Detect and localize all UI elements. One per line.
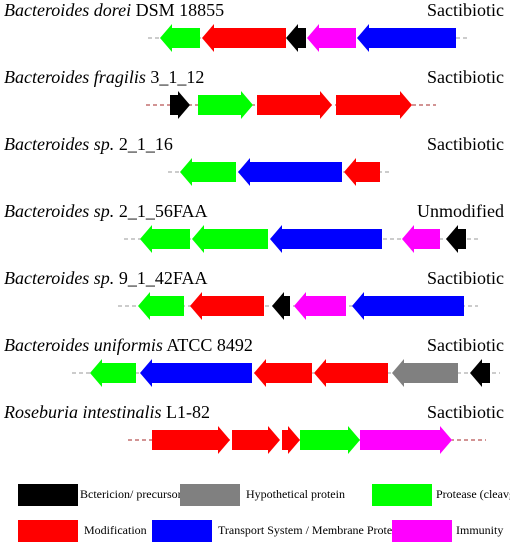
gene-arrow [254, 359, 312, 387]
legend-item-hypothetical: Hypothetical protein [180, 484, 345, 506]
gene-arrow [232, 426, 280, 454]
legend-label: Transport System / Membrane Proteins [218, 523, 407, 537]
cluster-type: Sactibiotic [427, 335, 504, 355]
gene-arrow [270, 225, 382, 253]
strain-name: 9_1_42FAA [114, 268, 208, 288]
gene-arrow [272, 292, 290, 320]
legend-item-immunity: Immunity [392, 520, 508, 542]
gene-arrow [344, 158, 380, 186]
cluster-row-2: Bacteroides fragilis 3_1_12 Sactibiotic [0, 67, 510, 137]
legend-swatch [18, 484, 78, 506]
species-name: Bacteroides sp. [4, 134, 115, 154]
cluster-type: Sactibiotic [427, 134, 504, 154]
legend-swatch [180, 484, 240, 506]
cluster-type: Unmodified [417, 201, 504, 221]
gene-arrow [238, 158, 342, 186]
strain-name: 2_1_56FAA [114, 201, 208, 221]
strain-name: DSM 18855 [131, 0, 225, 20]
gene-arrow [202, 24, 286, 52]
cluster-row-4: Bacteroides sp. 2_1_56FAA Unmodified [0, 201, 510, 271]
legend-item-modification: Modification [18, 520, 168, 542]
gene-arrow [192, 225, 268, 253]
strain-name: L1-82 [161, 402, 210, 422]
legend-item-precursor: Bctericion/ precursor peptide [18, 484, 220, 506]
gene-arrow [90, 359, 136, 387]
cluster-row-1: Bacteroides dorei DSM 18855 Sactibiotic [0, 0, 510, 70]
gene-arrow [140, 359, 252, 387]
gene-track [168, 158, 392, 186]
legend-label: Hypothetical protein [246, 487, 345, 501]
gene-arrow [282, 426, 300, 454]
species-name: Bacteroides uniformis [4, 335, 163, 355]
cluster-row-6: Bacteroides uniformis ATCC 8492 Sactibio… [0, 335, 510, 405]
legend: Bctericion/ precursor peptide Hypothetic… [0, 478, 510, 546]
gene-track [128, 426, 486, 454]
strain-name: 2_1_16 [114, 134, 173, 154]
gene-arrow [360, 426, 452, 454]
cluster-label: Bacteroides sp. 9_1_42FAA [4, 268, 208, 289]
gene-arrow [152, 426, 230, 454]
gene-track [118, 292, 478, 320]
cluster-type: Sactibiotic [427, 0, 504, 20]
species-name: Roseburia intestinalis [4, 402, 162, 422]
cluster-row-3: Bacteroides sp. 2_1_16 Sactibiotic [0, 134, 510, 204]
gene-arrow [352, 292, 464, 320]
cluster-label: Bacteroides fragilis 3_1_12 [4, 67, 204, 88]
species-name: Bacteroides sp. [4, 201, 115, 221]
gene-arrow [257, 91, 332, 119]
cluster-row-5: Bacteroides sp. 9_1_42FAA Sactibiotic [0, 268, 510, 338]
gene-track [72, 359, 500, 387]
gene-arrow [314, 359, 388, 387]
gene-arrow [286, 24, 306, 52]
gene-arrow [446, 225, 466, 253]
gene-arrow [402, 225, 440, 253]
gene-arrow [138, 292, 184, 320]
legend-item-protease: Protease (cleavge) [372, 484, 510, 506]
legend-label: Protease (cleavge) [436, 487, 510, 501]
gene-arrow [392, 359, 458, 387]
species-name: Bacteroides sp. [4, 268, 115, 288]
legend-swatch [392, 520, 452, 542]
legend-label: Immunity [456, 523, 504, 537]
cluster-label: Bacteroides uniformis ATCC 8492 [4, 335, 253, 356]
gene-arrow [336, 91, 412, 119]
cluster-row-7: Roseburia intestinalis L1-82 Sactibiotic [0, 402, 510, 472]
species-name: Bacteroides fragilis [4, 67, 146, 87]
gene-arrow [140, 225, 190, 253]
cluster-label: Bacteroides dorei DSM 18855 [4, 0, 224, 21]
cluster-label: Bacteroides sp. 2_1_56FAA [4, 201, 208, 222]
gene-arrow [190, 292, 264, 320]
legend-swatch [18, 520, 78, 542]
cluster-type: Sactibiotic [427, 67, 504, 87]
gene-track [124, 225, 478, 253]
strain-name: ATCC 8492 [162, 335, 253, 355]
gene-arrow [170, 91, 190, 119]
gene-arrow [198, 91, 253, 119]
cluster-type: Sactibiotic [427, 268, 504, 288]
strain-name: 3_1_12 [145, 67, 205, 87]
gene-arrow [160, 24, 200, 52]
gene-arrow [470, 359, 490, 387]
gene-arrow [294, 292, 346, 320]
legend-swatch [152, 520, 212, 542]
gene-arrow [357, 24, 456, 52]
legend-swatch [372, 484, 432, 506]
legend-label: Modification [84, 523, 147, 537]
gene-track [148, 24, 470, 52]
gene-track [146, 91, 436, 119]
legend-item-transport: Transport System / Membrane Proteins [152, 520, 406, 542]
gene-arrow [180, 158, 236, 186]
cluster-label: Roseburia intestinalis L1-82 [4, 402, 210, 423]
gene-arrow [307, 24, 356, 52]
cluster-type: Sactibiotic [427, 402, 504, 422]
cluster-label: Bacteroides sp. 2_1_16 [4, 134, 173, 155]
gene-arrow [300, 426, 360, 454]
species-name: Bacteroides dorei [4, 0, 132, 20]
